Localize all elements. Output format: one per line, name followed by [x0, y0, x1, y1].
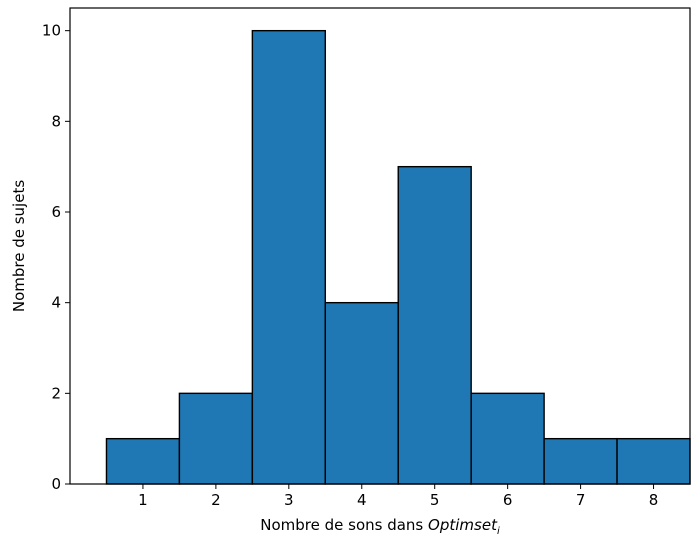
- bars-layer: [105, 29, 691, 485]
- x-axis-label-prefix: Nombre de sons dans: [260, 516, 428, 534]
- x-tick-label-7: 7: [576, 491, 586, 509]
- x-tick-label-8: 8: [649, 491, 659, 509]
- x-axis-label-italic: Optimset: [428, 516, 498, 534]
- bar-6: [470, 392, 545, 485]
- y-tick-label-0: 0: [51, 475, 61, 493]
- x-tick-label-5: 5: [430, 491, 440, 509]
- ticks-layer: 1 2 3 4 5 6 7 8 0 2 4 6 8 10: [42, 22, 658, 509]
- bar-1: [105, 437, 181, 485]
- bar-7: [543, 437, 618, 485]
- bar-2: [178, 392, 254, 485]
- x-tick-label-3: 3: [284, 491, 294, 509]
- bar-3: [251, 29, 326, 485]
- x-tick-label-4: 4: [357, 491, 367, 509]
- x-axis-label: Nombre de sons dans Optimseti: [260, 516, 500, 537]
- y-tick-label-6: 6: [51, 203, 61, 221]
- x-tick-label-6: 6: [503, 491, 513, 509]
- y-tick-label-4: 4: [51, 294, 61, 312]
- plot-frame: [69, 7, 691, 485]
- y-tick-label-8: 8: [51, 112, 61, 130]
- y-tick-label-2: 2: [51, 384, 61, 402]
- bar-8: [616, 437, 691, 485]
- x-tick-label-2: 2: [211, 491, 221, 509]
- bar-4: [324, 301, 399, 485]
- y-tick-label-10: 10: [42, 22, 61, 40]
- x-axis-label-subscript: i: [497, 526, 500, 537]
- bar-5: [397, 165, 472, 485]
- y-axis-label: Nombre de sujets: [10, 180, 28, 312]
- x-tick-label-1: 1: [138, 491, 148, 509]
